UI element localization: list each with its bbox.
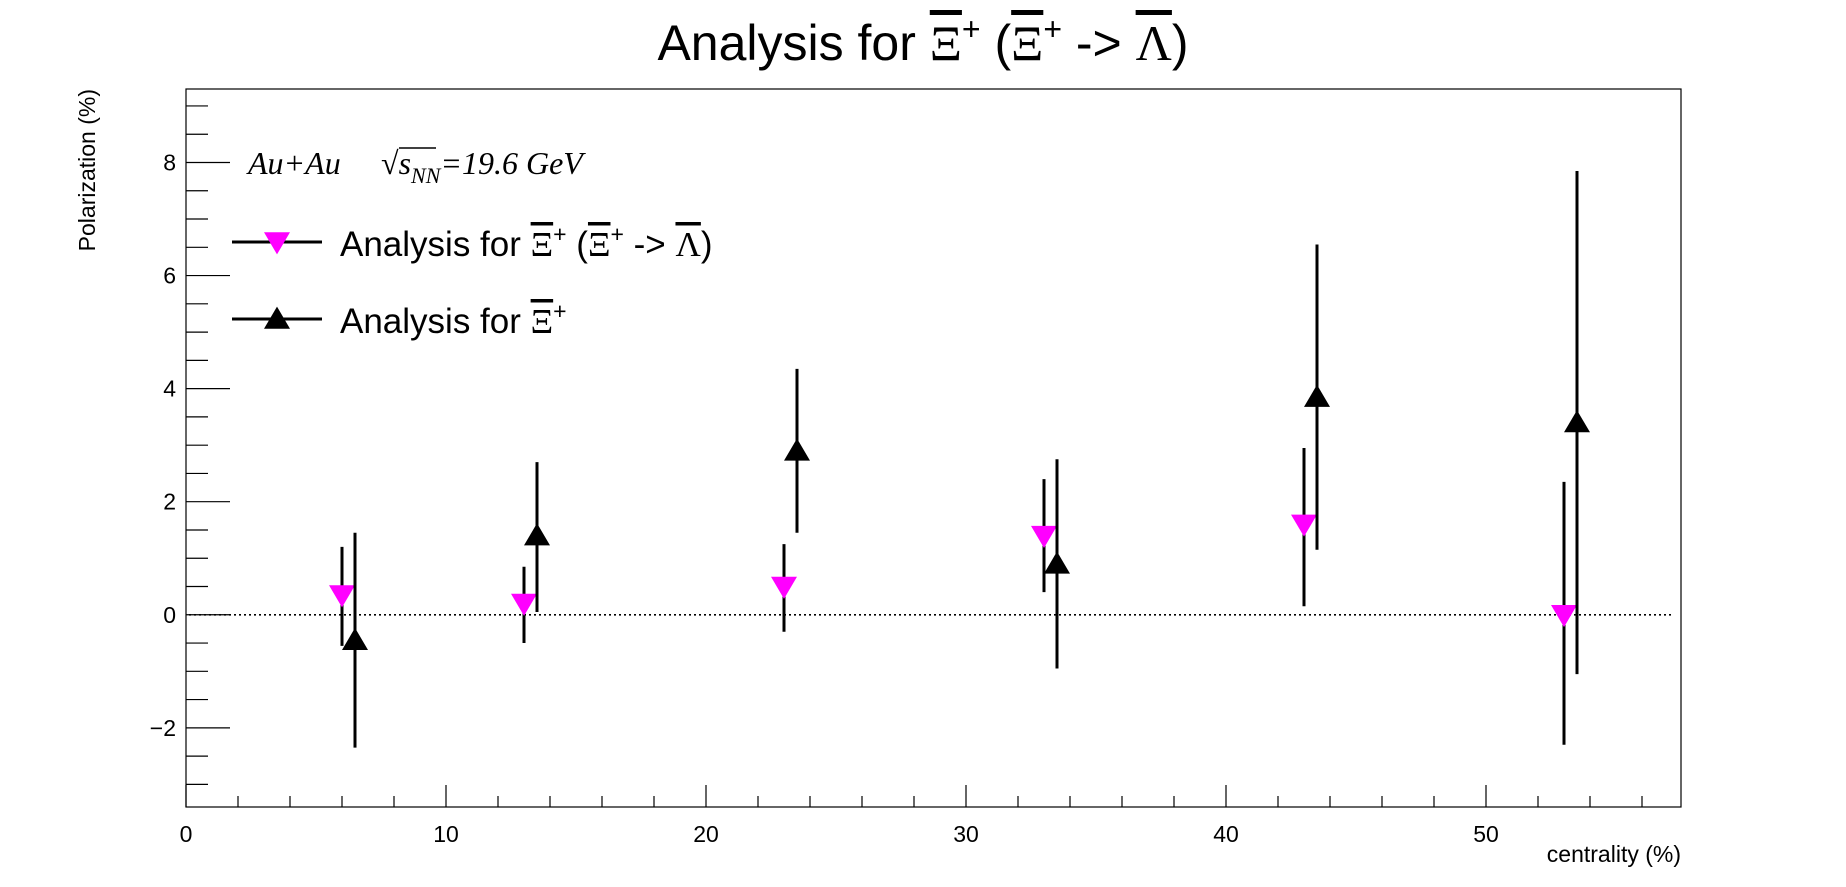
x-axis-label: centrality (%) <box>1547 841 1681 867</box>
series-layer <box>329 170 1590 748</box>
y-tick-label: 8 <box>163 149 176 175</box>
x-tick-label: 50 <box>1473 821 1499 847</box>
data-point-triangle-down <box>1551 605 1577 628</box>
y-tick-label: 2 <box>163 489 176 515</box>
y-axis-label: Polarization (%) <box>74 89 100 251</box>
y-tick-label: −2 <box>150 715 176 741</box>
series-0 <box>329 448 1577 745</box>
data-point-triangle-down <box>511 593 537 616</box>
data-point-triangle-down <box>329 585 355 608</box>
y-tick-label: 0 <box>163 602 176 628</box>
x-tick-label: 40 <box>1213 821 1239 847</box>
series-1 <box>342 170 1590 748</box>
data-point-triangle-up <box>784 438 810 461</box>
data-point-triangle-up <box>1564 410 1590 433</box>
x-tick-label: 0 <box>180 821 193 847</box>
data-point-triangle-up <box>524 523 550 546</box>
y-axis: −2 0 2 4 6 8 <box>150 105 230 785</box>
y-tick-label: 4 <box>163 376 176 402</box>
x-tick-label: 10 <box>433 821 459 847</box>
x-axis: 0 10 20 30 40 50 <box>180 785 1643 847</box>
x-tick-label: 30 <box>953 821 979 847</box>
legend-entry-xi-bar-to-lambda-bar: Analysis for Ξ+ (Ξ+ -> Λ) <box>232 221 713 264</box>
data-point-triangle-down <box>1291 514 1317 537</box>
legend-marker-triangle-down <box>264 232 290 255</box>
y-tick-label: 6 <box>163 263 176 289</box>
legend-label-1: Analysis for Ξ+ <box>340 298 567 341</box>
data-point-triangle-up <box>1044 551 1070 574</box>
chart-title: Analysis for Ξ+ (Ξ+ -> Λ) <box>657 11 1188 71</box>
data-point-triangle-down <box>1031 525 1057 548</box>
x-tick-label: 20 <box>693 821 719 847</box>
legend-entry-xi-bar: Analysis for Ξ+ <box>232 298 567 341</box>
sqrt-annotation: √sNN=19.6 GeV <box>381 145 586 188</box>
collision-annotation: Au+Au <box>246 145 341 181</box>
legend-marker-triangle-up <box>264 306 290 329</box>
legend: Analysis for Ξ+ (Ξ+ -> Λ) Analysis for Ξ… <box>232 221 713 341</box>
plot-frame <box>185 88 1682 808</box>
data-point-triangle-up <box>1304 384 1330 407</box>
legend-label-0: Analysis for Ξ+ (Ξ+ -> Λ) <box>340 221 713 264</box>
data-point-triangle-down <box>771 576 797 599</box>
data-point-triangle-up <box>342 627 368 650</box>
